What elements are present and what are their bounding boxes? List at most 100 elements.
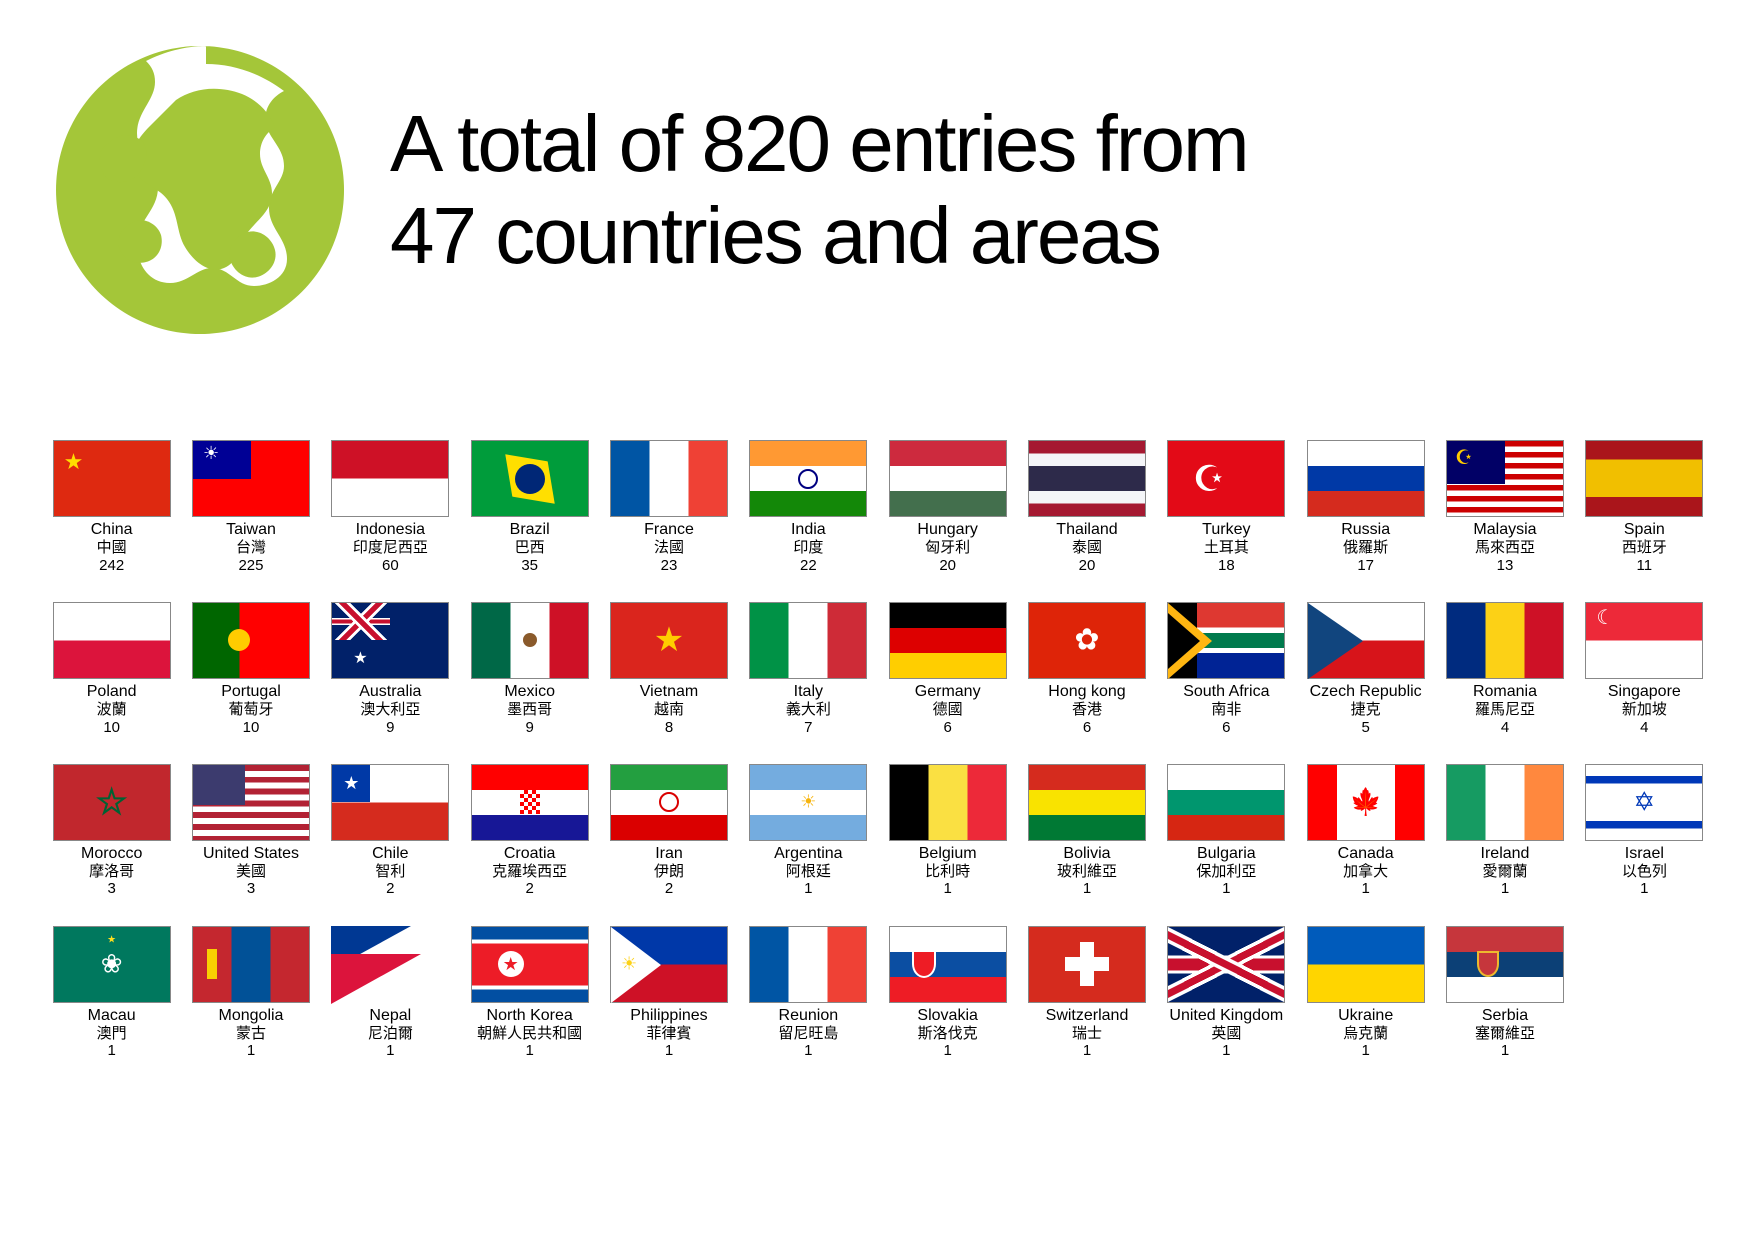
country-count: 242	[99, 557, 124, 574]
country-name-zh: 烏克蘭	[1343, 1025, 1388, 1042]
country-cell: Philippines菲律賓1	[607, 926, 730, 1060]
country-count: 1	[1083, 1042, 1091, 1059]
country-name-zh: 菲律賓	[646, 1025, 691, 1042]
country-name-zh: 玻利維亞	[1057, 863, 1117, 880]
country-cell: Mexico墨西哥9	[468, 602, 591, 736]
country-name-en: Morocco	[81, 845, 142, 863]
country-name-zh: 匈牙利	[925, 539, 970, 556]
country-name-en: Australia	[359, 683, 421, 701]
flag-icon	[331, 764, 449, 841]
country-name-zh: 土耳其	[1204, 539, 1249, 556]
country-cell: Croatia克羅埃西亞2	[468, 764, 591, 898]
country-count: 9	[525, 719, 533, 736]
country-name-zh: 蒙古	[236, 1025, 266, 1042]
flag-icon	[889, 602, 1007, 679]
country-cell: Serbia塞爾維亞1	[1443, 926, 1566, 1060]
flag-icon	[610, 926, 728, 1003]
country-name-en: Slovakia	[917, 1007, 977, 1025]
country-count: 7	[804, 719, 812, 736]
country-name-en: Romania	[1473, 683, 1537, 701]
headline-line-2: 47 countries and areas	[390, 190, 1248, 282]
country-name-zh: 斯洛伐克	[918, 1025, 978, 1042]
country-cell: Hong kong香港6	[1025, 602, 1148, 736]
country-name-zh: 愛爾蘭	[1482, 863, 1527, 880]
country-count: 1	[1361, 1042, 1369, 1059]
country-name-zh: 南非	[1211, 701, 1241, 718]
flag-icon	[471, 764, 589, 841]
country-cell: Macau澳門1	[50, 926, 173, 1060]
country-count: 1	[525, 1042, 533, 1059]
country-cell: Nepal尼泊爾1	[329, 926, 452, 1060]
flag-icon	[331, 926, 449, 1003]
flag-icon	[1167, 764, 1285, 841]
country-name-zh: 捷克	[1351, 701, 1381, 718]
country-name-en: Iran	[655, 845, 683, 863]
country-name-zh: 印度尼西亞	[353, 539, 428, 556]
country-name-zh: 香港	[1072, 701, 1102, 718]
flag-icon	[192, 602, 310, 679]
country-count: 60	[382, 557, 399, 574]
country-name-en: Ireland	[1481, 845, 1530, 863]
country-cell: Spain西班牙11	[1583, 440, 1706, 574]
country-count: 1	[1501, 880, 1509, 897]
country-name-en: Turkey	[1202, 521, 1250, 539]
flag-icon	[53, 602, 171, 679]
flag-icon	[610, 764, 728, 841]
country-name-en: Reunion	[779, 1007, 839, 1025]
country-name-zh: 瑞士	[1072, 1025, 1102, 1042]
country-name-zh: 越南	[654, 701, 684, 718]
flag-icon	[1028, 440, 1146, 517]
country-count: 22	[800, 557, 817, 574]
country-cell: Russia俄羅斯17	[1304, 440, 1427, 574]
flag-icon	[53, 440, 171, 517]
flag-icon	[1446, 926, 1564, 1003]
flag-icon	[610, 602, 728, 679]
flag-icon	[471, 440, 589, 517]
headline-line-1: A total of 820 entries from	[390, 98, 1248, 190]
country-name-zh: 留尼旺島	[778, 1025, 838, 1042]
flag-icon	[749, 926, 867, 1003]
flag-icon	[1307, 602, 1425, 679]
country-name-en: Mexico	[504, 683, 555, 701]
country-cell: North Korea朝鮮人民共和國1	[468, 926, 591, 1060]
country-name-en: Portugal	[221, 683, 281, 701]
country-count: 1	[943, 880, 951, 897]
country-count: 8	[665, 719, 673, 736]
country-cell: Switzerland瑞士1	[1025, 926, 1148, 1060]
country-name-zh: 以色列	[1622, 863, 1667, 880]
flag-icon	[1167, 926, 1285, 1003]
country-name-zh: 印度	[793, 539, 823, 556]
infographic-page: A total of 820 entries from 47 countries…	[0, 0, 1756, 1100]
country-name-en: Macau	[88, 1007, 136, 1025]
flag-icon	[1307, 440, 1425, 517]
country-cell: United Kingdom英國1	[1165, 926, 1288, 1060]
country-count: 1	[943, 1042, 951, 1059]
country-name-zh: 中國	[97, 539, 127, 556]
flag-icon	[749, 440, 867, 517]
country-name-en: Russia	[1341, 521, 1390, 539]
country-name-zh: 巴西	[515, 539, 545, 556]
country-name-en: United States	[203, 845, 299, 863]
country-name-zh: 泰國	[1072, 539, 1102, 556]
country-name-en: France	[644, 521, 694, 539]
country-name-zh: 比利時	[925, 863, 970, 880]
country-name-zh: 澳門	[97, 1025, 127, 1042]
country-count: 9	[386, 719, 394, 736]
country-name-zh: 摩洛哥	[89, 863, 134, 880]
country-cell: Indonesia印度尼西亞60	[329, 440, 452, 574]
country-name-en: Hong kong	[1048, 683, 1125, 701]
country-count: 1	[1640, 880, 1648, 897]
flag-icon	[1446, 602, 1564, 679]
flag-icon	[1167, 602, 1285, 679]
country-name-en: South Africa	[1183, 683, 1269, 701]
country-count: 13	[1497, 557, 1514, 574]
country-count: 1	[1222, 1042, 1230, 1059]
country-name-en: Ukraine	[1338, 1007, 1393, 1025]
countries-grid: China中國242Taiwan台灣225Indonesia印度尼西亞60Bra…	[50, 440, 1706, 1060]
country-cell: Brazil巴西35	[468, 440, 591, 574]
flag-icon	[1028, 602, 1146, 679]
flag-icon	[1446, 764, 1564, 841]
country-name-en: Canada	[1338, 845, 1394, 863]
country-name-en: Bolivia	[1063, 845, 1110, 863]
country-name-en: Chile	[372, 845, 408, 863]
